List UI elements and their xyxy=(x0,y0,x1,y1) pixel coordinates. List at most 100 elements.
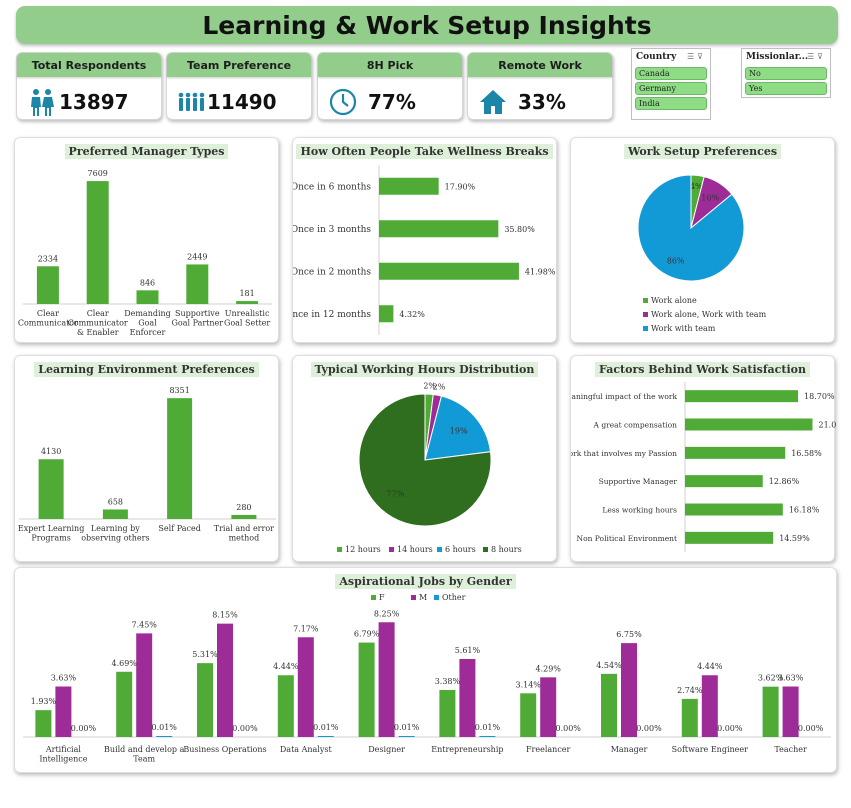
pie-slice xyxy=(424,395,492,461)
data-label: 0.01% xyxy=(475,723,501,732)
data-label: 0.01% xyxy=(394,723,420,732)
category-label: Work that involves my Passion xyxy=(571,449,677,458)
data-label: 0.00% xyxy=(71,724,97,733)
data-label: 41.98% xyxy=(525,267,556,276)
data-label: 0.00% xyxy=(555,724,581,733)
country-slicer[interactable]: Country ☰⊽ Canada Germany India xyxy=(631,48,711,120)
bar xyxy=(479,736,496,737)
bar xyxy=(317,736,334,737)
bar xyxy=(186,264,209,304)
category-label: Meaningful impact of the work xyxy=(571,392,677,401)
kpi-8h-pick: 8H Pick 77% xyxy=(317,52,463,120)
kpi-total-respondents: Total Respondents 13897 xyxy=(16,52,162,120)
learning-environment-card: Learning Environment Preferences 4130 Exp… xyxy=(14,355,279,562)
data-label: 658 xyxy=(108,497,123,506)
manager-types-chart: 2334 Clear Communicator 7609 Clear Communicat… xyxy=(18,169,272,337)
data-label: 0.00% xyxy=(232,724,258,733)
chart-title: Typical Working Hours Distribution xyxy=(310,362,539,377)
kpi-team-preference: Team Preference 11490 xyxy=(166,52,312,120)
data-label: 0.00% xyxy=(717,724,743,733)
bar xyxy=(38,459,64,519)
aspirational-jobs-chart: F M Other 1.93% 3.63% 0.00% Artificial Intellig… xyxy=(23,593,831,764)
slicer-item-canada[interactable]: Canada xyxy=(635,67,707,80)
slicer-filter-icons[interactable]: ☰⊽ xyxy=(686,52,706,61)
legend-swatch xyxy=(389,547,394,552)
data-label: 3.63% xyxy=(778,674,804,683)
slicer-item-india[interactable]: India xyxy=(635,97,707,110)
legend-swatch xyxy=(411,595,416,600)
slicer-title: Country xyxy=(636,52,677,62)
category-label: Teacher xyxy=(774,745,807,754)
data-label: 8.25% xyxy=(374,609,400,618)
working-hours-chart: 2%2% 19% 77% 12 hours 14 hours 6 hours 8 hours xyxy=(337,382,522,554)
team-group-icon xyxy=(178,92,205,111)
bar xyxy=(277,675,294,737)
bar xyxy=(379,177,439,195)
bar xyxy=(136,290,159,304)
data-label: 181 xyxy=(239,289,254,298)
work-setup-chart: 4% 10% 86% Work alone Work alone, Work with … xyxy=(637,174,767,333)
data-label: 8.15% xyxy=(212,611,238,620)
bar xyxy=(236,301,259,304)
kpi-label: Remote Work xyxy=(468,53,612,77)
bar xyxy=(102,509,128,519)
data-label: 2449 xyxy=(187,252,207,261)
category-label: Once in 2 months xyxy=(293,267,371,277)
dashboard-title-bar: Learning & Work Setup Insights xyxy=(16,6,838,44)
bar xyxy=(378,622,395,737)
data-label: 35.80% xyxy=(504,225,535,234)
bar xyxy=(685,446,786,459)
bar xyxy=(35,710,52,737)
legend-label: 14 hours xyxy=(397,545,433,554)
slicer-item-no[interactable]: No xyxy=(745,67,827,80)
category-label: Demanding Goal Enforcer xyxy=(124,309,171,337)
legend-swatch xyxy=(337,547,342,552)
category-label: Clear Communicator xyxy=(18,309,78,328)
pie-slice xyxy=(637,174,745,282)
data-label: 5.61% xyxy=(455,646,481,655)
data-label: 4.32% xyxy=(399,310,425,319)
bar xyxy=(197,663,213,737)
bar xyxy=(681,698,698,737)
data-label: 0.00% xyxy=(798,724,824,733)
slicer-filter-icons[interactable]: ☰⊽ xyxy=(806,52,826,61)
legend-label: Work alone xyxy=(651,296,697,305)
legend-label: Other xyxy=(442,593,466,602)
slice-label: 19% xyxy=(450,426,468,435)
bar xyxy=(116,671,133,737)
clock-icon xyxy=(329,88,357,116)
category-label: Supportive Goal Partner xyxy=(171,309,223,328)
kpi-label: 8H Pick xyxy=(318,53,462,77)
data-label: 4.44% xyxy=(697,662,723,671)
bar xyxy=(379,262,519,280)
data-label: 7609 xyxy=(88,169,108,178)
mission-slicer[interactable]: Missionlar... ☰⊽ No Yes xyxy=(741,48,831,98)
bar xyxy=(782,686,799,737)
category-label: A great compensation xyxy=(593,421,678,430)
dashboard-title: Learning & Work Setup Insights xyxy=(202,10,652,40)
kpi-value: 77% xyxy=(368,90,416,114)
bar xyxy=(167,398,193,519)
data-label: 280 xyxy=(236,503,251,512)
legend-swatch xyxy=(371,595,376,600)
data-label: 2334 xyxy=(38,254,58,263)
data-label: 4.29% xyxy=(535,664,561,673)
bar xyxy=(520,693,537,737)
slicer-item-germany[interactable]: Germany xyxy=(635,82,707,95)
category-label: Data Analyst xyxy=(280,745,333,754)
chart-title: Factors Behind Work Satisfaction xyxy=(595,362,810,377)
legend-swatch xyxy=(434,595,439,600)
data-label: 18.70% xyxy=(804,392,835,401)
slicer-item-yes[interactable]: Yes xyxy=(745,82,827,95)
data-label: 0.01% xyxy=(151,723,177,732)
chart-title: Work Setup Preferences xyxy=(623,144,782,159)
category-label: Unrealistic Goal Setter xyxy=(224,309,270,328)
data-label: 16.58% xyxy=(791,449,822,458)
legend-swatch xyxy=(483,547,488,552)
legend-label: F xyxy=(379,593,385,602)
legend-label: 12 hours xyxy=(345,545,381,554)
category-label: Once in 12 months xyxy=(293,310,371,320)
category-label: Entrepreneurship xyxy=(431,745,503,754)
data-label: 12.86% xyxy=(769,477,800,486)
bar xyxy=(459,658,476,737)
